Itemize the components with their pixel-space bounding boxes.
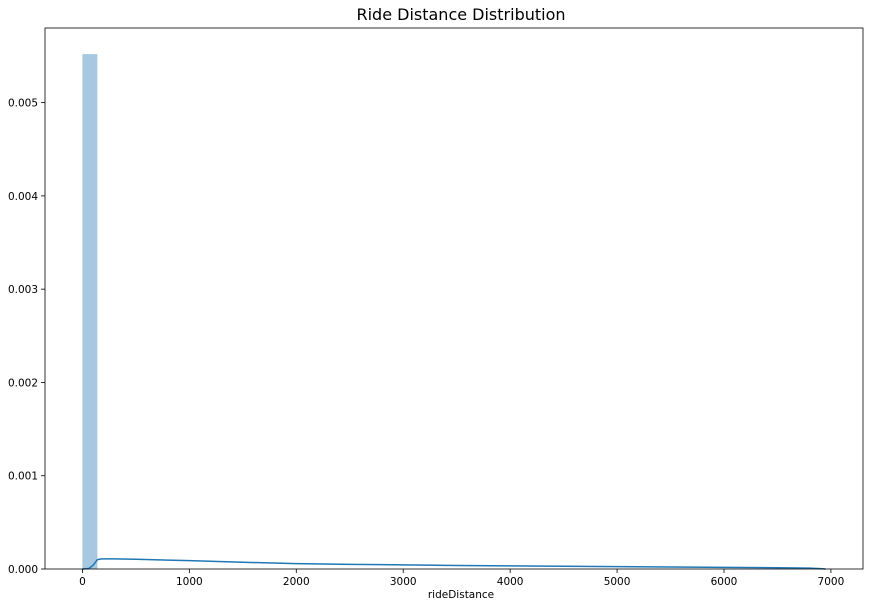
plot-frame (44, 27, 864, 570)
chart-title: Ride Distance Distribution (356, 5, 565, 24)
x-tick-label: 5000 (604, 576, 631, 588)
histogram-bars (82, 54, 98, 570)
y-tick-label: 0.002 (8, 377, 38, 389)
x-tick-label: 7000 (818, 576, 845, 588)
y-tick-label: 0.005 (8, 98, 38, 110)
y-tick-label: 0.004 (8, 191, 38, 203)
y-axis: 0.000 0.001 0.002 0.003 0.004 0.005 (8, 98, 45, 576)
x-tick-label: 1000 (176, 576, 203, 588)
y-tick-label: 0.001 (8, 471, 38, 483)
y-tick-label: 0.000 (8, 564, 38, 576)
y-tick-label: 0.003 (8, 284, 38, 296)
x-tick-label: 6000 (711, 576, 738, 588)
x-axis-label: rideDistance (428, 589, 494, 601)
x-tick-label: 2000 (283, 576, 310, 588)
x-tick-label: 0 (79, 576, 86, 588)
kde-curve (82, 558, 826, 570)
kde-line (82, 558, 826, 570)
x-axis: 0 1000 2000 3000 4000 5000 6000 7000 (79, 569, 844, 588)
x-tick-label: 3000 (390, 576, 417, 588)
histogram-bar-0 (82, 54, 98, 570)
x-tick-label: 4000 (497, 576, 524, 588)
